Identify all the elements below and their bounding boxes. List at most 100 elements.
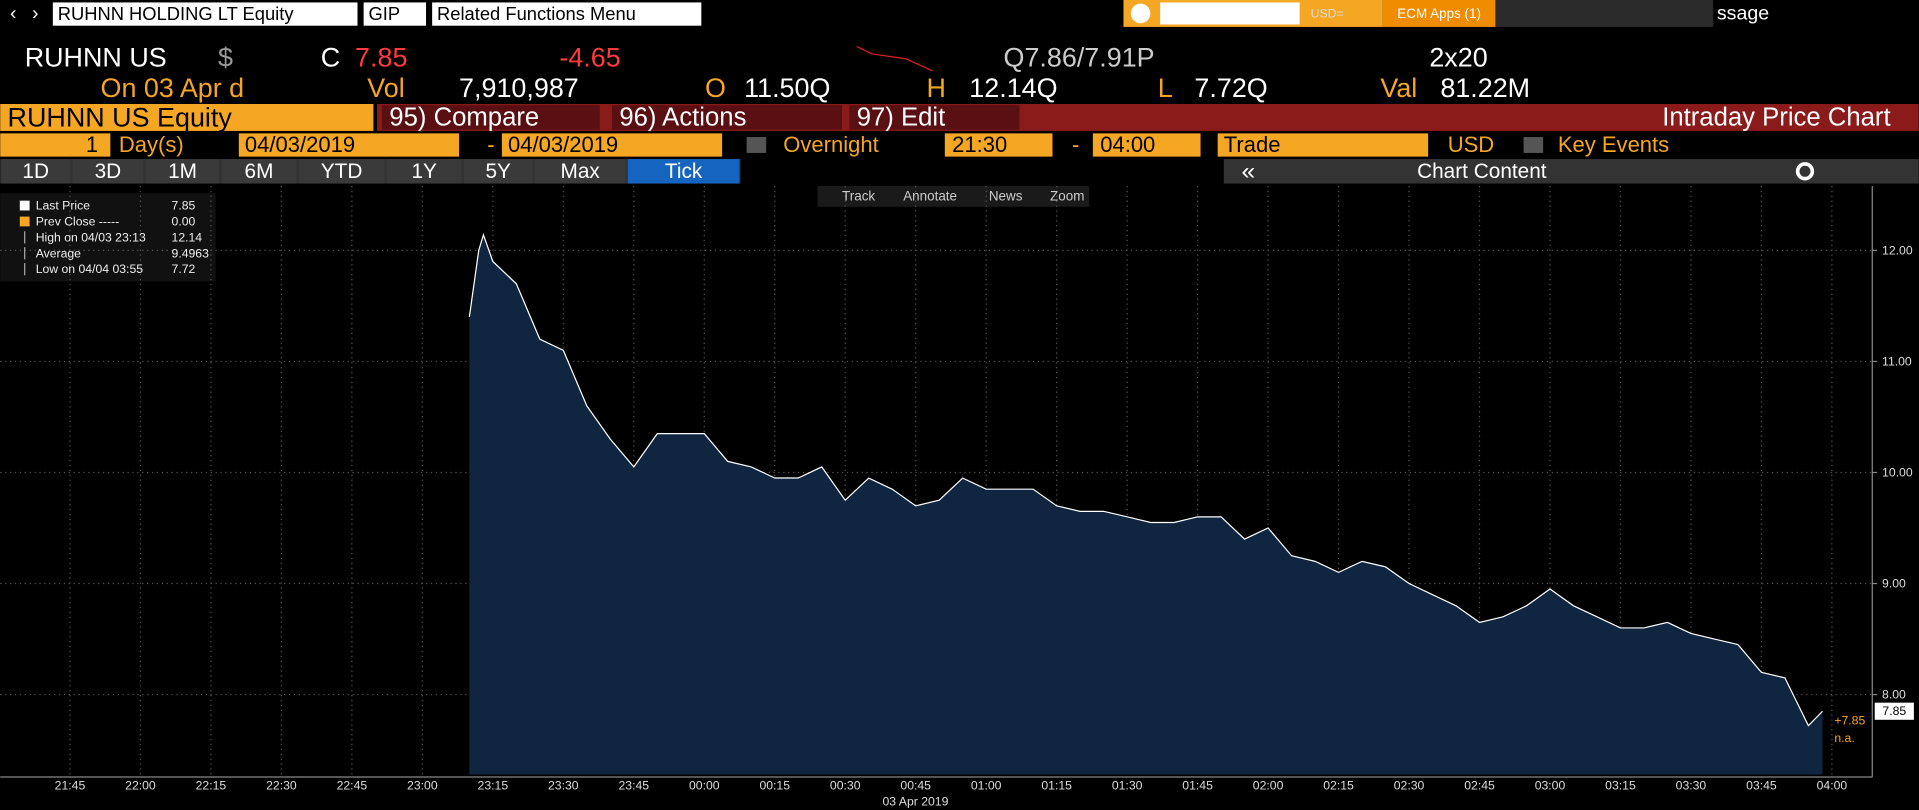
from-box[interactable] [944,133,1053,157]
source-name[interactable]: GIP [369,3,401,24]
low: 7.72Q [1194,73,1267,103]
overnight-check[interactable] [746,137,767,153]
last-price: 7.85 [355,43,407,73]
range-button[interactable]: 1Y [411,160,437,183]
range-button-bg[interactable] [627,159,740,184]
range-button[interactable]: YTD [321,160,363,183]
x-tick-label: 03:45 [1746,779,1777,793]
bid-ask-size: 2x20 [1429,43,1487,73]
range-button[interactable]: Tick [665,160,703,183]
security-field[interactable] [52,2,358,26]
menu-field[interactable] [432,2,702,26]
value-label: Val [1380,73,1417,103]
currency: $ [218,43,233,73]
legend-value: 9.4963 [172,246,210,260]
search-box[interactable] [1160,2,1300,25]
range-dash: - [487,132,494,157]
toolbar-security: RUHNN US Equity [8,102,233,132]
source-field[interactable] [363,2,427,26]
change-tag: +7.85 [1834,714,1865,728]
apps-label[interactable]: ECM Apps (1) [1397,6,1481,21]
end-date[interactable]: 04/03/2019 [508,132,618,157]
security-name[interactable]: RUHNN HOLDING LT Equity [58,3,295,24]
range-button-bg[interactable] [463,159,533,184]
range-button-bg[interactable] [72,159,144,184]
events-check[interactable] [1523,137,1544,153]
days-count[interactable]: 1 [86,132,98,157]
x-tick-label: 02:00 [1253,779,1284,793]
x-tick-label: 00:30 [830,779,861,793]
field-select[interactable]: Trade [1224,132,1281,157]
overnight-from[interactable]: 21:30 [952,132,1007,157]
range-button[interactable]: 3D [95,160,122,183]
range-button-bg[interactable] [145,159,220,184]
trade-date: On 03 Apr d [101,73,245,103]
icon-bar [1495,0,1714,27]
start-box[interactable] [238,133,460,157]
range-button-bg[interactable] [221,159,297,184]
x-tick-label: 23:30 [548,779,579,793]
x-tick-label: 03:30 [1676,779,1707,793]
back-nav[interactable]: ‹ [10,2,17,24]
range-button-bg[interactable] [298,159,385,184]
legend-value: 0.00 [172,214,196,228]
volume-label: Vol [367,73,404,103]
chart-tool[interactable]: Zoom [1050,188,1084,203]
range-button[interactable]: 6M [245,160,274,183]
open: 11.50Q [744,73,830,103]
chart-tool[interactable]: Track [842,188,875,203]
forward-nav[interactable]: › [32,2,39,24]
field-box[interactable] [1217,133,1429,157]
prev-tag: n.a. [1834,731,1854,745]
to-box[interactable] [1092,133,1201,157]
settings-gear[interactable] [1795,162,1815,181]
close-label: C [321,43,340,73]
collapse-icon[interactable]: « [1241,158,1255,185]
legend-swatch [19,200,30,211]
toolbar-button-bg[interactable] [849,105,1020,130]
toolbar-button-bg[interactable] [612,105,843,130]
range-button-bg[interactable] [1,159,70,184]
toolbar-button[interactable]: 95) Compare [389,103,539,131]
x-tick-label: 22:45 [337,779,368,793]
toolbar-button-bg[interactable] [381,105,600,130]
legend-swatch [19,216,30,227]
range-button[interactable]: 5Y [485,160,511,183]
overnight-label: Overnight [783,132,878,157]
bid-ask: Q7.86/7.91P [1004,43,1155,73]
start-date[interactable]: 04/03/2019 [245,132,355,157]
open-label: O [705,73,726,103]
chart-content[interactable]: Chart Content [1417,160,1547,183]
search-currency: USD= [1311,6,1344,20]
overnight-to[interactable]: 04:00 [1100,132,1155,157]
content-bar [1223,159,1919,184]
toolbar-button[interactable]: 97) Edit [857,103,946,131]
days-box[interactable] [0,133,111,157]
range-button[interactable]: Max [561,160,601,183]
x-tick-label: 22:00 [125,779,156,793]
apps-button[interactable] [1382,0,1496,27]
range-button-bg[interactable] [534,159,626,184]
y-tick-label: 10.00 [1882,465,1913,479]
chart-tool[interactable]: Annotate [903,188,957,203]
price-line [468,232,1823,727]
last-price-tag-label: 7.85 [1882,704,1906,718]
range-button[interactable]: 1D [22,160,49,183]
plot: 21:45 22:00 22:15 22:30 22:45 23:00 23:15 23:30… [0,185,1914,808]
x-tick-label: 01:30 [1112,779,1143,793]
end-box[interactable] [501,133,723,157]
y-tick-label: 11.00 [1882,354,1912,368]
range-button-bg[interactable] [386,159,462,184]
launcher-icon[interactable] [1130,3,1151,24]
legend-label: Average [36,246,81,260]
ticker: RUHNN US [25,43,167,73]
traded-value: 81.22M [1440,73,1530,103]
low-label: L [1158,73,1173,103]
toolbar-button[interactable]: 96) Actions [619,103,746,131]
range-button[interactable]: 1M [168,160,197,183]
x-tick-label: 23:45 [618,779,649,793]
chart-tool[interactable]: News [989,188,1023,203]
legend-label: Last Price [36,199,91,213]
menu-label[interactable]: Related Functions Menu [437,3,636,24]
